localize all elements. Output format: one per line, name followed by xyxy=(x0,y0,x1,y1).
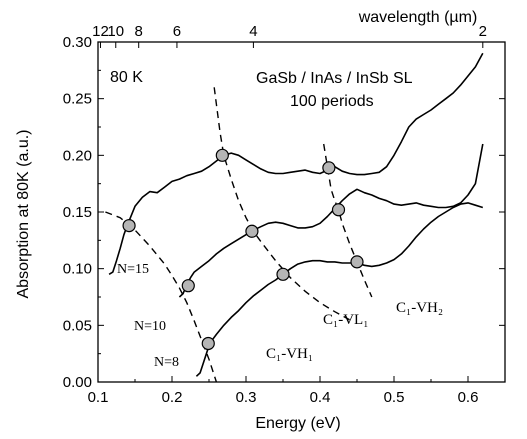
x-axis-title: Energy (eV) xyxy=(255,415,340,432)
series-line-n10 xyxy=(178,143,484,298)
crossing-marker-5 xyxy=(331,203,346,217)
y-tick-label-6: 0.30 xyxy=(63,34,92,51)
crossing-marker-2 xyxy=(322,161,336,175)
transition-curve-1 xyxy=(213,87,350,321)
series-label-n15: N=15 xyxy=(117,262,149,277)
series-label-n8: N=8 xyxy=(154,355,179,370)
crossing-marker-0 xyxy=(122,219,136,233)
top-tick-label-5: 2 xyxy=(479,23,487,40)
y-tick-label-3: 0.15 xyxy=(63,204,92,221)
y-axis-title: Absorption at 80K (a.u.) xyxy=(15,130,32,299)
x-tick-label-3: 0.4 xyxy=(310,389,331,406)
top-tick-label-3: 6 xyxy=(173,23,181,40)
y-tick-label-1: 0.05 xyxy=(63,317,92,334)
x-tick-label-1: 0.2 xyxy=(162,389,183,406)
transition-curve-2 xyxy=(323,143,373,298)
x-tick-label-0: 0.1 xyxy=(88,389,109,406)
absorption-series xyxy=(108,52,484,377)
top-tick-label-1: 10 xyxy=(107,23,124,40)
top-tick-label-2: 8 xyxy=(135,23,143,40)
sample-annotation-line2: 100 periods xyxy=(290,93,374,110)
sample-annotation-line1: GaSb / InAs / InSb SL xyxy=(256,70,413,87)
axes-frame: 0.1 0.2 0.3 0.4 0.5 0.6 0.00 0.05 0.10 0.15 0.20 0.… xyxy=(63,23,506,406)
curve-label-c1-vl1: C₁-VL₁ xyxy=(323,312,368,328)
crossing-markers xyxy=(122,148,364,351)
series-line-n15 xyxy=(108,52,484,275)
top-axis-title: wavelength (µm) xyxy=(358,9,478,26)
y-tick-label-2: 0.10 xyxy=(63,261,92,278)
x-tick-label-5: 0.6 xyxy=(458,389,479,406)
crossing-marker-3 xyxy=(181,279,195,293)
series-line-n8 xyxy=(195,202,484,377)
curve-label-c1-vh1: C₁-VH₁ xyxy=(266,346,313,362)
top-tick-label-4: 4 xyxy=(249,23,257,40)
x-tick-label-2: 0.3 xyxy=(236,389,257,406)
crossing-marker-1 xyxy=(215,148,229,162)
y-tick-label-4: 0.20 xyxy=(63,147,92,164)
crossing-marker-8 xyxy=(350,255,364,269)
crossing-marker-6 xyxy=(201,336,215,351)
temperature-annotation: 80 K xyxy=(110,69,143,86)
curve-label-c1-vh2: C₁-VH₂ xyxy=(396,300,443,316)
top-tick-label-0: 12 xyxy=(92,23,109,40)
transition-curves xyxy=(105,87,373,383)
y-tick-label-0: 0.00 xyxy=(63,374,92,391)
crossing-marker-4 xyxy=(245,224,259,238)
x-tick-label-4: 0.5 xyxy=(384,389,405,406)
crossing-marker-7 xyxy=(276,267,290,281)
y-tick-label-5: 0.25 xyxy=(63,91,92,108)
series-label-n10: N=10 xyxy=(134,319,166,334)
